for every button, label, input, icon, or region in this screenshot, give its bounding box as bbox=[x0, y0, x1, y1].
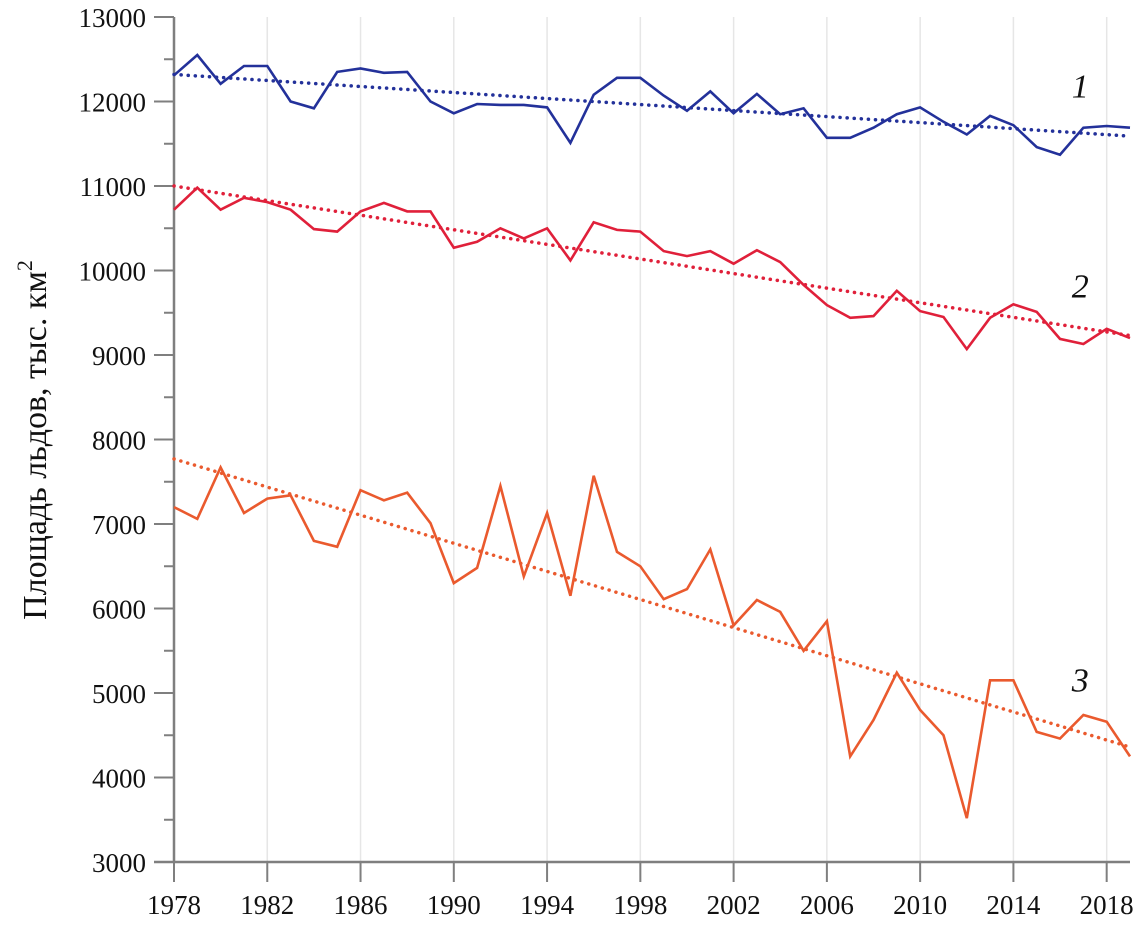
y-tick-label: 10000 bbox=[79, 257, 147, 287]
x-tick-label: 1978 bbox=[147, 890, 201, 920]
y-axis-title-superscript: 2 bbox=[12, 260, 37, 271]
x-tick-label: 1990 bbox=[427, 890, 481, 920]
series-line-2 bbox=[173, 185, 1131, 352]
y-tick-label: 4000 bbox=[92, 764, 146, 794]
y-tick-label: 3000 bbox=[92, 848, 146, 878]
y-tick-label: 6000 bbox=[92, 595, 146, 625]
y-tick-label: 8000 bbox=[92, 426, 146, 456]
x-tick-label: 2014 bbox=[986, 890, 1041, 920]
series-line-3 bbox=[173, 464, 1132, 819]
trend-line-2 bbox=[172, 184, 1132, 338]
axes: 3000400050006000700080009000100001100012… bbox=[79, 3, 1134, 920]
x-tick-label: 1998 bbox=[613, 890, 667, 920]
trend-lines bbox=[172, 72, 1132, 749]
x-tick-label: 1986 bbox=[334, 890, 388, 920]
y-tick-label: 12000 bbox=[79, 88, 147, 118]
trend-line-1 bbox=[172, 72, 1132, 138]
x-tick-label: 2018 bbox=[1080, 890, 1134, 920]
y-tick-label: 5000 bbox=[92, 679, 146, 709]
y-axis-title-text: Площадь льдов, тыс. км bbox=[17, 271, 54, 620]
series-lines bbox=[173, 53, 1132, 819]
x-tick-label: 2002 bbox=[707, 890, 761, 920]
y-tick-label: 9000 bbox=[92, 341, 146, 371]
x-tick-label: 2010 bbox=[893, 890, 947, 920]
y-tick-label: 11000 bbox=[80, 172, 147, 202]
x-tick-label: 1994 bbox=[520, 890, 575, 920]
y-axis-title: Площадь льдов, тыс. км2 bbox=[12, 260, 54, 620]
y-tick-label: 13000 bbox=[79, 3, 147, 33]
series-label-2: 2 bbox=[1072, 269, 1089, 306]
x-tick-label: 2006 bbox=[800, 890, 854, 920]
trend-line-3 bbox=[172, 457, 1132, 749]
series-label-1: 1 bbox=[1072, 68, 1089, 105]
series-line-1 bbox=[173, 53, 1131, 157]
series-label-3: 3 bbox=[1071, 662, 1089, 699]
y-tick-label: 7000 bbox=[92, 510, 146, 540]
x-tick-label: 1982 bbox=[240, 890, 294, 920]
labels: 1 2 3 bbox=[1071, 68, 1089, 699]
